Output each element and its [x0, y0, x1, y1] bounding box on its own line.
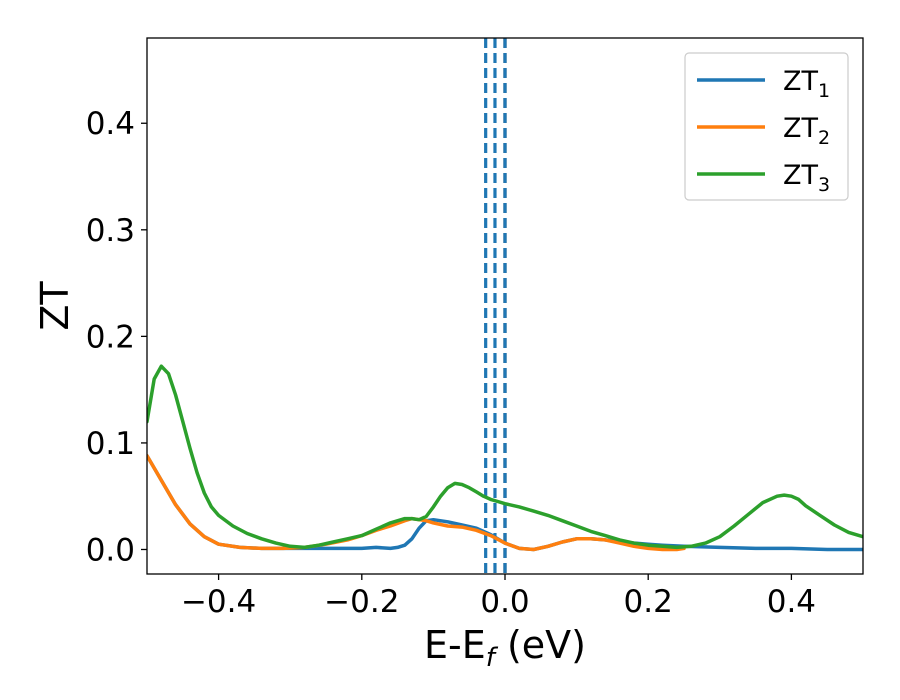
legend-label-zt3: ZT3	[783, 160, 830, 196]
series-line-zt2	[147, 453, 686, 552]
legend-label-zt2: ZT2	[783, 113, 830, 149]
x-tick-label: 0.2	[624, 584, 673, 620]
y-axis-label: ZT	[33, 281, 77, 331]
x-tick-label: 0.4	[767, 584, 816, 620]
y-tick-label: 0.2	[86, 319, 135, 355]
legend-box	[684, 52, 849, 201]
y-tick-label: 0.3	[86, 213, 135, 249]
series-lines	[147, 364, 863, 552]
x-tick-label: −0.4	[181, 584, 256, 620]
legend-label-zt1: ZT1	[783, 66, 830, 102]
series-line-zt3	[147, 364, 863, 550]
x-axis-ticks: −0.4 −0.2 0.0 0.2 0.4	[181, 574, 816, 620]
x-axis-label: E-Ef (eV)	[424, 623, 586, 673]
y-tick-label: 0.0	[86, 532, 135, 568]
x-tick-label: −0.2	[324, 584, 399, 620]
x-label-main: E-E	[424, 623, 486, 667]
x-tick-label: 0.0	[480, 584, 529, 620]
legend: ZT1 ZT2 ZT3	[684, 52, 849, 201]
y-axis-ticks: 0.0 0.1 0.2 0.3 0.4	[86, 106, 147, 568]
y-tick-label: 0.1	[86, 426, 135, 462]
x-label-unit: (eV)	[495, 623, 586, 667]
y-tick-label: 0.4	[86, 106, 135, 142]
